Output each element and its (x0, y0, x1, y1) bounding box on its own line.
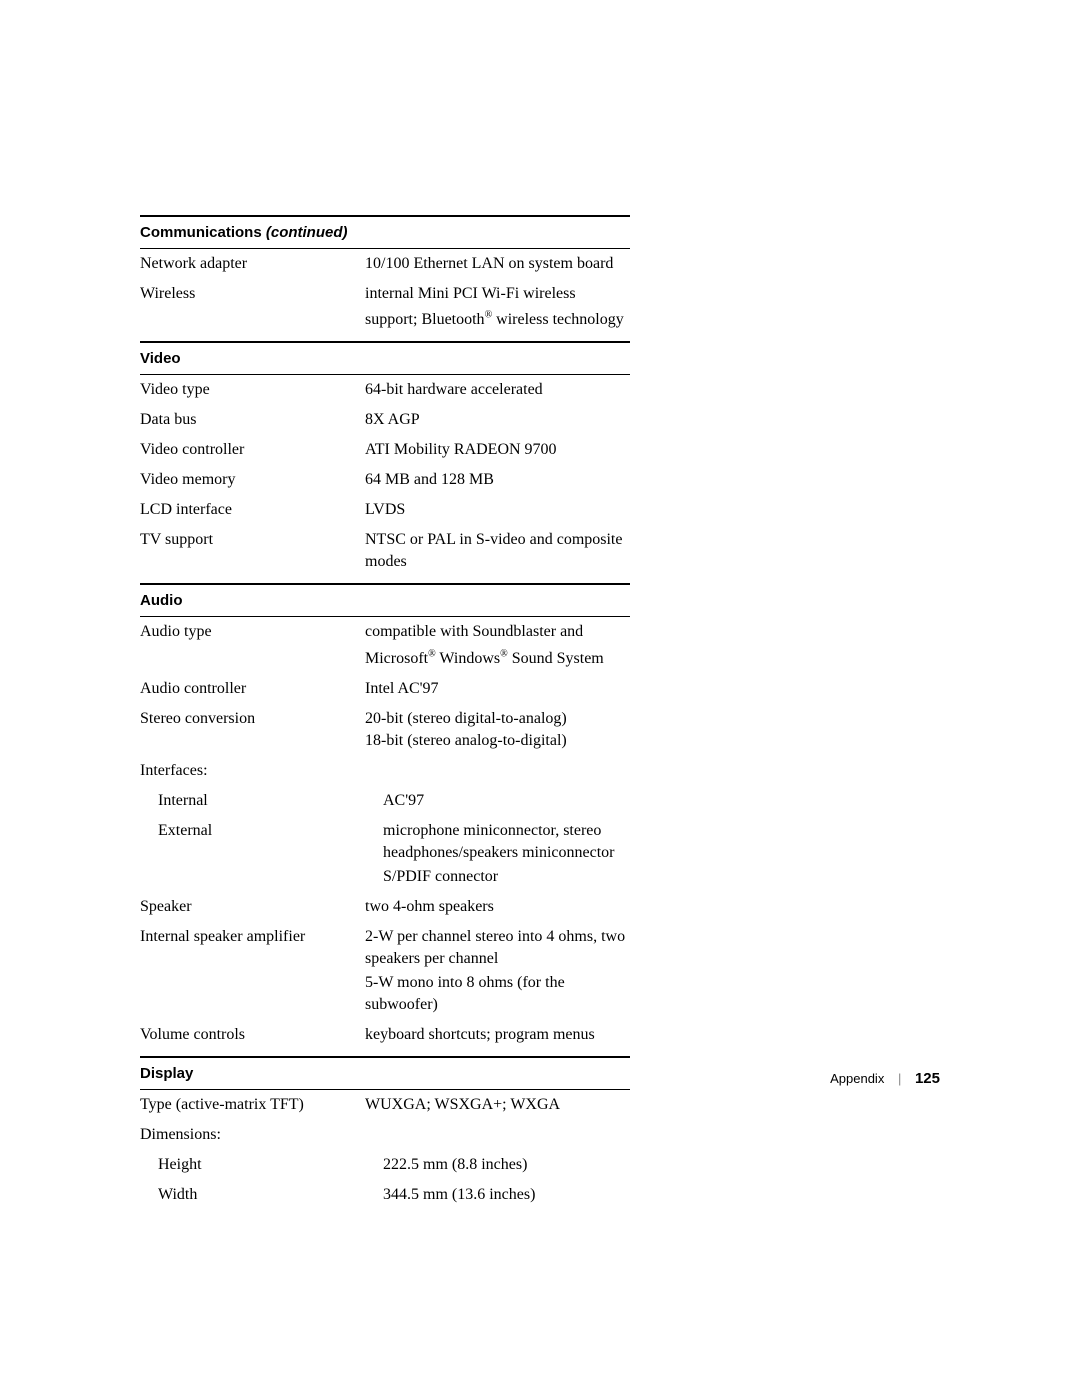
section-header-video: Video (140, 341, 630, 375)
spec-row: Data bus 8X AGP (140, 405, 630, 435)
section-title: Video (140, 350, 181, 367)
spec-label: Video controller (140, 439, 365, 461)
section-header-audio: Audio (140, 583, 630, 617)
spec-row: LCD interface LVDS (140, 495, 630, 525)
spec-label: Stereo conversion (140, 708, 365, 730)
spec-label: LCD interface (140, 499, 365, 521)
spec-value: 344.5 mm (13.6 inches) (383, 1184, 630, 1206)
spec-value: 64 MB and 128 MB (365, 469, 630, 491)
spec-label: Width (140, 1184, 383, 1206)
spec-label: Audio type (140, 621, 365, 643)
spec-label: Data bus (140, 409, 365, 431)
spec-value: 222.5 mm (8.8 inches) (383, 1154, 630, 1176)
spec-value-line: 2-W per channel stereo into 4 ohms, two … (365, 926, 630, 970)
spec-label: External (140, 820, 383, 842)
spec-value: LVDS (365, 499, 630, 521)
spec-value-line: S/PDIF connector (383, 866, 630, 888)
spec-label: Interfaces: (140, 760, 365, 782)
spec-value-line: microphone miniconnector, stereo headpho… (383, 820, 630, 864)
spec-row: TV support NTSC or PAL in S-video and co… (140, 525, 630, 577)
spec-row: Audio type compatible with Soundblaster … (140, 617, 630, 673)
spec-value: 8X AGP (365, 409, 630, 431)
footer-label: Appendix (830, 1071, 884, 1086)
spec-label: Audio controller (140, 678, 365, 700)
spec-row: Dimensions: (140, 1120, 630, 1150)
spec-row: Video controller ATI Mobility RADEON 970… (140, 435, 630, 465)
spec-value: 20-bit (stereo digital-to-analog) 18-bit… (365, 708, 630, 752)
spec-value: 64-bit hardware accelerated (365, 379, 630, 401)
spec-content: Communications (continued) Network adapt… (140, 215, 630, 1210)
spec-value: 10/100 Ethernet LAN on system board (365, 253, 630, 275)
spec-value-line: 5-W mono into 8 ohms (for the subwoofer) (365, 972, 630, 1016)
spec-label: Video memory (140, 469, 365, 491)
spec-label: Dimensions: (140, 1124, 365, 1146)
spec-label: Internal (140, 790, 383, 812)
spec-row: Audio controller Intel AC'97 (140, 674, 630, 704)
spec-value: two 4-ohm speakers (365, 896, 630, 918)
section-title: Audio (140, 592, 183, 609)
spec-value-line: 18-bit (stereo analog-to-digital) (365, 730, 630, 752)
spec-row: Network adapter 10/100 Ethernet LAN on s… (140, 249, 630, 279)
spec-value: Intel AC'97 (365, 678, 630, 700)
spec-row: Video memory 64 MB and 128 MB (140, 465, 630, 495)
spec-value: compatible with Soundblaster and Microso… (365, 621, 630, 669)
section-header-communications: Communications (continued) (140, 215, 630, 249)
spec-row: Height 222.5 mm (8.8 inches) (140, 1150, 630, 1180)
spec-row: Video type 64-bit hardware accelerated (140, 375, 630, 405)
section-header-display: Display (140, 1056, 630, 1090)
spec-label: Type (active-matrix TFT) (140, 1094, 365, 1116)
spec-value: internal Mini PCI Wi-Fi wireless support… (365, 283, 630, 331)
footer-page-number: 125 (915, 1070, 940, 1087)
section-title: Communications (140, 224, 262, 241)
spec-label: Speaker (140, 896, 365, 918)
spec-value: 2-W per channel stereo into 4 ohms, two … (365, 926, 630, 1016)
spec-row: Internal speaker amplifier 2-W per chann… (140, 922, 630, 1020)
spec-row: Width 344.5 mm (13.6 inches) (140, 1180, 630, 1210)
footer-separator: | (898, 1071, 901, 1086)
spec-label: Video type (140, 379, 365, 401)
spec-label: Volume controls (140, 1024, 365, 1046)
spec-value-line: 20-bit (stereo digital-to-analog) (365, 708, 630, 730)
spec-row: Wireless internal Mini PCI Wi-Fi wireles… (140, 279, 630, 335)
spec-value-text: internal Mini PCI Wi-Fi wireless support… (365, 285, 624, 328)
spec-label: Internal speaker amplifier (140, 926, 365, 948)
spec-value: ATI Mobility RADEON 9700 (365, 439, 630, 461)
spec-value-text: compatible with Soundblaster and Microso… (365, 623, 604, 666)
spec-row: Speaker two 4-ohm speakers (140, 892, 630, 922)
spec-value: microphone miniconnector, stereo headpho… (383, 820, 630, 888)
page: Communications (continued) Network adapt… (0, 0, 1080, 1397)
spec-value: NTSC or PAL in S-video and composite mod… (365, 529, 630, 573)
spec-row: Interfaces: (140, 756, 630, 786)
spec-row: Volume controls keyboard shortcuts; prog… (140, 1020, 630, 1050)
spec-row: Stereo conversion 20-bit (stereo digital… (140, 704, 630, 756)
spec-label: Height (140, 1154, 383, 1176)
spec-row: External microphone miniconnector, stere… (140, 816, 630, 892)
section-title-suffix: (continued) (266, 224, 348, 241)
section-title: Display (140, 1065, 193, 1082)
spec-label: Wireless (140, 283, 365, 305)
spec-value: WUXGA; WSXGA+; WXGA (365, 1094, 630, 1116)
spec-value: AC'97 (383, 790, 630, 812)
spec-label: TV support (140, 529, 365, 551)
spec-label: Network adapter (140, 253, 365, 275)
page-footer: Appendix | 125 (830, 1070, 940, 1087)
spec-row: Type (active-matrix TFT) WUXGA; WSXGA+; … (140, 1090, 630, 1120)
spec-value: keyboard shortcuts; program menus (365, 1024, 630, 1046)
spec-row: Internal AC'97 (140, 786, 630, 816)
